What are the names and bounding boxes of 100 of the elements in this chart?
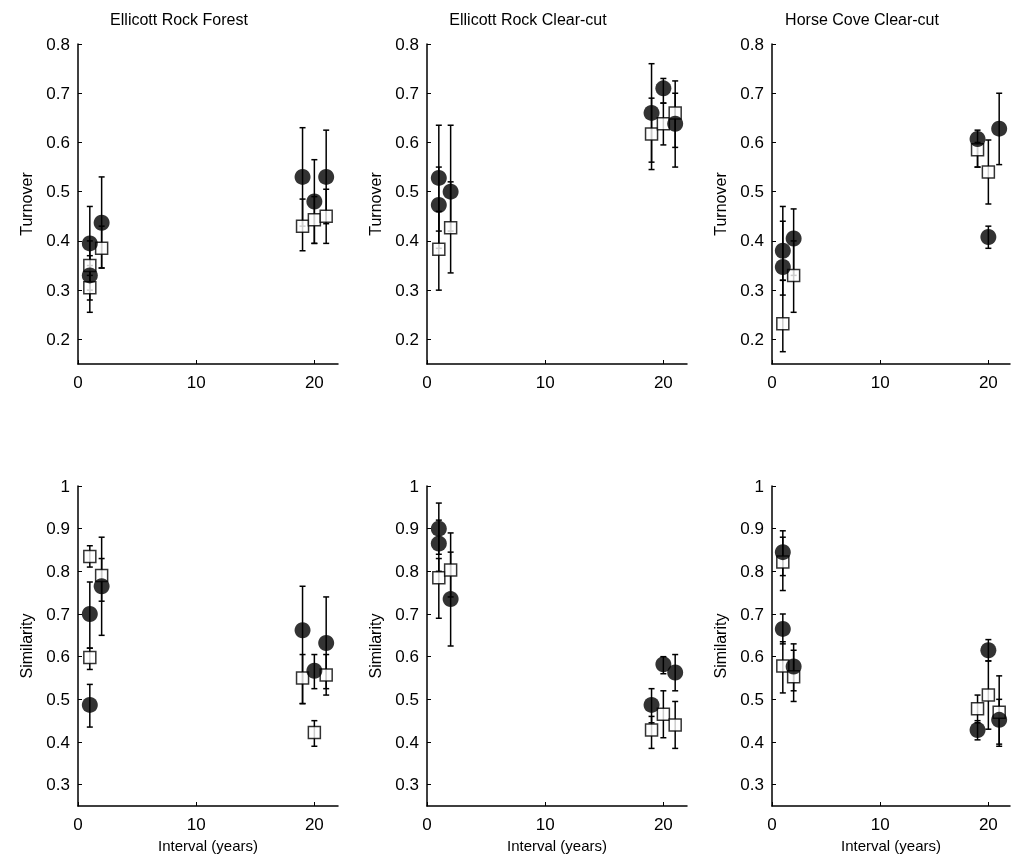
point [786, 268, 801, 283]
point [430, 520, 447, 537]
x-tick-label: 0 [767, 815, 777, 834]
point [776, 316, 790, 331]
y-tick-label: 0.5 [395, 689, 419, 709]
point [980, 228, 997, 245]
x-tick-label: 20 [978, 815, 998, 834]
y-tick-label: 1 [60, 476, 70, 496]
point [442, 591, 459, 608]
x-tick-label: 10 [535, 815, 555, 834]
y-tick-label: 0.3 [46, 775, 70, 795]
point [295, 671, 310, 685]
point [432, 570, 446, 585]
y-tick-label: 0.8 [46, 34, 70, 54]
point [667, 115, 684, 132]
y-tick-label: 0.5 [46, 689, 70, 709]
x-tick-label: 20 [304, 815, 324, 834]
y-tick-label: 0.4 [740, 231, 764, 251]
y-tick-label: 0.3 [740, 775, 764, 795]
point [295, 219, 310, 233]
point [443, 563, 458, 577]
y-tick-label: 0.2 [395, 329, 419, 349]
point [644, 127, 659, 141]
y-tick-label: 0.2 [46, 329, 70, 349]
point [774, 259, 791, 276]
point [307, 213, 322, 227]
point [655, 656, 672, 673]
point [969, 131, 986, 148]
x-tick-label: 0 [73, 373, 83, 392]
point [785, 230, 802, 247]
y-tick-label: 0.7 [46, 604, 70, 624]
point [318, 635, 335, 652]
y-tick-label: 0.5 [740, 689, 764, 709]
point [668, 718, 682, 732]
point [306, 662, 323, 679]
point [991, 711, 1008, 728]
x-tick-label: 10 [186, 373, 206, 392]
y-tick-label: 0.7 [46, 83, 70, 103]
x-tick-label: 20 [653, 373, 673, 392]
y-tick-label: 0.3 [740, 280, 764, 300]
y-tick-label: 0.8 [395, 561, 419, 581]
y-axis-title: Turnover [17, 171, 35, 236]
y-axis-title: Similarity [366, 613, 384, 679]
point [318, 168, 335, 185]
point [655, 80, 672, 97]
x-axis-title: Interval (years) [157, 836, 259, 854]
point [81, 235, 98, 252]
y-tick-label: 0.2 [740, 329, 764, 349]
point [294, 168, 311, 185]
point [83, 650, 97, 665]
y-axis-title: Turnover [366, 171, 384, 236]
x-axis-title: Interval (years) [506, 836, 608, 854]
point [93, 578, 110, 595]
y-tick-label: 0.8 [395, 34, 419, 54]
point [81, 267, 98, 284]
y-tick-label: 0.4 [395, 231, 419, 251]
y-tick-label: 0.4 [46, 732, 70, 752]
chart-title: Ellicott Rock Clear-cut [449, 10, 608, 28]
x-tick-label: 0 [422, 373, 432, 392]
point [774, 620, 791, 637]
point [307, 725, 322, 740]
point [319, 668, 333, 682]
y-tick-label: 0.6 [740, 647, 764, 667]
y-tick-label: 0.6 [46, 647, 70, 667]
x-tick-label: 0 [767, 373, 777, 392]
x-tick-label: 10 [186, 815, 206, 834]
y-tick-label: 0.3 [395, 280, 419, 300]
point [980, 642, 997, 659]
point [83, 549, 97, 564]
x-tick-label: 0 [73, 815, 83, 834]
point [970, 701, 985, 716]
y-tick-label: 0.6 [740, 132, 764, 152]
y-tick-label: 0.7 [395, 83, 419, 103]
y-tick-label: 0.7 [740, 604, 764, 624]
point [443, 220, 458, 235]
point [643, 104, 660, 121]
point [430, 169, 447, 186]
x-tick-label: 20 [304, 373, 324, 392]
point [430, 196, 447, 213]
x-tick-label: 20 [653, 815, 673, 834]
x-tick-label: 10 [870, 373, 890, 392]
point [667, 664, 684, 681]
point [991, 120, 1008, 137]
y-tick-label: 0.8 [46, 561, 70, 581]
point [981, 688, 996, 702]
point [981, 165, 996, 179]
y-tick-label: 0.5 [740, 182, 764, 202]
y-tick-label: 0.9 [740, 519, 764, 539]
y-tick-label: 0.4 [740, 732, 764, 752]
y-axis-title: Similarity [17, 613, 35, 679]
y-tick-label: 1 [754, 476, 764, 496]
y-tick-label: 0.8 [740, 34, 764, 54]
x-axis-title: Interval (years) [840, 836, 942, 854]
x-tick-label: 10 [535, 373, 555, 392]
x-tick-label: 10 [870, 815, 890, 834]
y-tick-label: 0.6 [395, 132, 419, 152]
y-tick-label: 0.6 [395, 647, 419, 667]
point [785, 658, 802, 675]
point [81, 696, 98, 713]
point [93, 214, 110, 231]
